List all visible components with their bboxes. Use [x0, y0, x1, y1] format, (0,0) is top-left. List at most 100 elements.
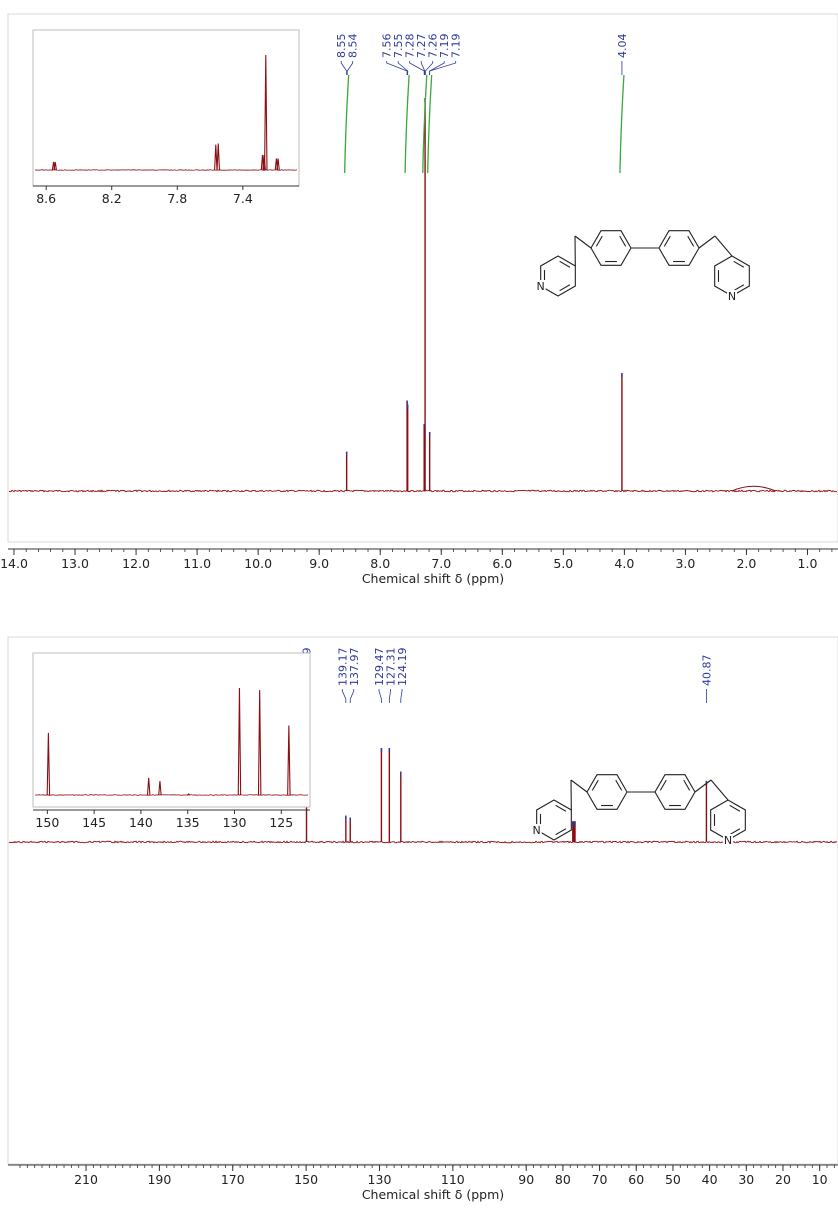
x-tick-label-3: 12.0: [122, 556, 150, 571]
x-tick-label-2: 13.0: [61, 556, 89, 571]
benzene-ring-1-double-bond: [619, 235, 627, 247]
x-tick-label-9: 6.0: [492, 556, 512, 571]
benzene-ring-2-outline: [654, 774, 696, 810]
inset-plot: 150 145 140 135 130 125: [32, 652, 311, 830]
peak-label-4: 129.47: [373, 648, 386, 687]
benzene-ring-2-double-bond: [687, 235, 695, 247]
peak-leader-7: [424, 61, 434, 75]
pyridine-ring-left-outline: [536, 799, 572, 841]
inset-peak-4: [187, 793, 191, 796]
inset-baseline: [34, 169, 298, 171]
x-axis: 14.0 13.0 12.0 11.0 10.0 9.0 8.0 7.0 6.0 5.0 4.0 3.…: [0, 548, 838, 586]
x-tick-label-7: 8.0: [370, 556, 390, 571]
inset-tick-label-3: 140: [129, 815, 153, 830]
inset-tick-label-6: 125: [269, 815, 293, 830]
x-tick-label-5: 130: [368, 1172, 392, 1187]
x-tick-label-5: 10.0: [244, 556, 272, 571]
x-tick-label-7: 90: [518, 1172, 534, 1187]
peak-leader-6: [400, 689, 403, 703]
peak-label-5: 127.31: [385, 648, 398, 687]
inset-tick-label-4: 7.4: [233, 191, 253, 206]
x-tick-label-13: 30: [738, 1172, 754, 1187]
x-tick-label-15: 10: [812, 1172, 828, 1187]
inset-peak-2: [53, 161, 57, 171]
nitrogen-mask: [723, 834, 733, 846]
inset-frame: [32, 29, 300, 187]
peak-label-6: 7.27: [415, 34, 428, 59]
pyridine-ring-left: [540, 255, 576, 297]
inset-tick-label-3: 7.8: [167, 191, 187, 206]
pyridine-ring-right-double-bond: [729, 828, 741, 836]
x-tick-label-6: 9.0: [309, 556, 329, 571]
methylene-bond-right: [694, 779, 712, 793]
x-axis: 210 190 170 150 130 110 90 80 70 60 50 40 30 20 10 Chem…: [8, 1164, 838, 1202]
inset-peak-9: [276, 158, 280, 171]
pyridine-link-right: [714, 235, 733, 257]
inset-tick-label-1: 150: [35, 815, 59, 830]
inset-tick-label-4: 135: [176, 815, 200, 830]
peak-label-8: 7.19: [438, 34, 451, 59]
inset-peak-7: [264, 54, 268, 171]
peak-leader-4: [378, 689, 382, 703]
integral-curve-2: [404, 74, 410, 174]
peak-leader-1: [340, 61, 348, 75]
plot-frame: [7, 636, 838, 1165]
nitrogen-mask: [531, 824, 542, 836]
x-axis-title: Chemical shift δ (ppm): [362, 571, 504, 586]
pyridine-ring-right: [710, 799, 746, 841]
spectrum-panel-1: 8.558.54 7.567.557.287.277.267.197.19 4.04…: [0, 13, 838, 586]
inset-peak-5: [237, 687, 242, 796]
peak-label-1: 8.55: [335, 34, 348, 59]
peak-label-2: 8.54: [347, 34, 360, 59]
peak-leader-5: [388, 689, 391, 703]
methylene-bond-left: [574, 235, 592, 249]
nitrogen-mask: [727, 290, 737, 302]
x-tick-label-11: 4.0: [614, 556, 634, 571]
benzene-ring-2: [654, 774, 696, 810]
x-tick-label-10: 5.0: [553, 556, 573, 571]
peak-label-5: 7.28: [404, 34, 417, 59]
x-tick-label-4: 150: [294, 1172, 318, 1187]
benzene-ring-2-double-bond: [659, 779, 667, 791]
x-tick-label-3: 170: [221, 1172, 245, 1187]
x-tick-label-10: 60: [628, 1172, 644, 1187]
x-tick-label-8: 7.0: [431, 556, 451, 571]
x-tick-label-12: 3.0: [675, 556, 695, 571]
pyridine-ring-left-double-bond: [555, 828, 567, 836]
peak-label-4: 7.55: [392, 34, 405, 59]
benzene-ring-2-double-bond: [683, 779, 691, 791]
benzene-ring-1: [586, 774, 628, 810]
x-tick-label-12: 40: [702, 1172, 718, 1187]
nitrogen-atom-right: N: [724, 834, 732, 847]
inset-baseline: [34, 794, 309, 796]
molecule-structure-2: NN: [531, 774, 746, 847]
inset-tick-label-2: 8.2: [102, 191, 122, 206]
peak-label-7: 7.26: [427, 34, 440, 59]
benzene-ring-1: [590, 230, 632, 266]
peak-label-10: 4.04: [616, 34, 629, 59]
pyridine-ring-left-outline: [540, 255, 576, 297]
peak-label-3: 137.97: [348, 648, 361, 687]
broad-peak-1: [731, 485, 776, 492]
inset-peak-2: [146, 777, 151, 796]
peak-leader-4: [397, 61, 409, 75]
nitrogen-atom-left: N: [533, 824, 541, 837]
x-tick-label-2: 190: [147, 1172, 171, 1187]
x-axis-title: Chemical shift δ (ppm): [362, 1187, 504, 1202]
pyridine-ring-left-double-bond: [555, 804, 567, 812]
x-tick-label-14: 20: [775, 1172, 791, 1187]
x-tick-label-9: 70: [592, 1172, 608, 1187]
peak-leader-9: [429, 61, 457, 75]
peak-leader-3: [349, 689, 355, 703]
pyridine-link-right: [710, 779, 729, 801]
benzene-ring-2-outline: [658, 230, 700, 266]
peak-leader-8: [429, 61, 445, 75]
benzene-ring-1-double-bond: [591, 779, 599, 791]
benzene-ring-2-double-bond: [663, 235, 671, 247]
inset-peak-6: [257, 690, 262, 796]
nitrogen-atom-right: N: [728, 290, 736, 303]
inset-plot: 8.6 8.2 7.8 7.4: [32, 29, 300, 206]
nitrogen-mask: [535, 280, 546, 292]
peak-leader-6: [420, 61, 426, 75]
